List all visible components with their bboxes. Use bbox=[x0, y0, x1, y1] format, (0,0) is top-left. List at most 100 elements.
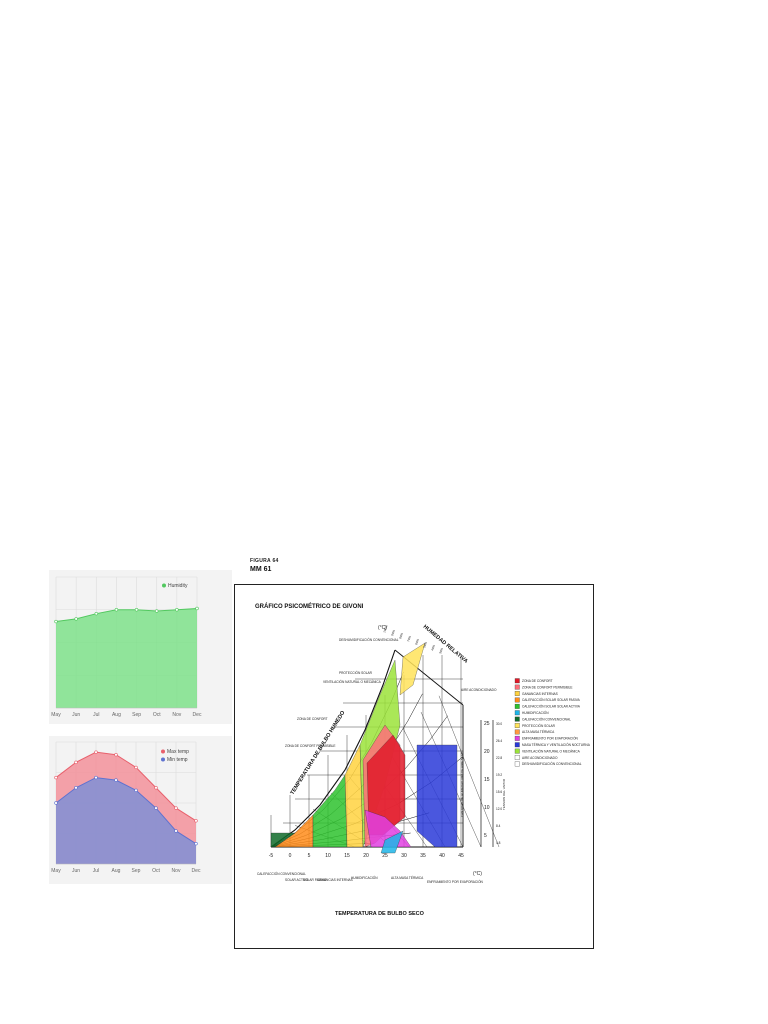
givoni-vapor-axis-label: TENSION DEL VAPOR bbox=[502, 778, 506, 810]
rh-tick-label: 100% bbox=[382, 624, 388, 633]
legend-swatch bbox=[514, 742, 520, 748]
legend-swatch bbox=[514, 716, 520, 722]
data-point bbox=[155, 609, 159, 613]
rh-tick-label: 30% bbox=[438, 647, 444, 654]
legend-label: ENFRIAMIENTO POR EVAPORACIÓN bbox=[522, 736, 579, 741]
annotation-label: ZONA DE CONFORT PERMISIBLE bbox=[285, 744, 336, 748]
vapor-tick-label: 15.6 bbox=[496, 790, 502, 794]
legend-label: CALEFACCIÓN SOLAR SOLAR PASIVA bbox=[522, 697, 581, 702]
legend-swatch bbox=[514, 761, 520, 767]
legend-label: ALTA MASA TÉRMICA bbox=[522, 729, 555, 734]
data-point bbox=[194, 819, 198, 823]
legend-label: Humidity bbox=[168, 583, 188, 589]
right-tick-label: 25 bbox=[484, 721, 490, 727]
legend-label: MASA TÉRMICA Y VENTILACIÓN NOCTURNA bbox=[522, 742, 591, 747]
legend-swatch bbox=[514, 678, 520, 684]
x-tick-label: 25 bbox=[382, 853, 388, 859]
series-area-min-temp bbox=[56, 777, 196, 864]
x-tick-label: Jul bbox=[93, 868, 99, 874]
temperature-chart-panel: May Jun Jul Aug Sep Oct Nov Dec Max temp Min temp bbox=[49, 736, 232, 884]
legend-swatch bbox=[514, 691, 520, 696]
right-tick-label: 15 bbox=[484, 777, 490, 783]
legend-label: Max temp bbox=[167, 749, 189, 755]
x-tick-label: Jun bbox=[72, 712, 80, 718]
givoni-ticks: -5 0 5 10 15 20 25 30 35 40 45 25 20 15 10 5 30.0 26.4 22.… bbox=[269, 624, 503, 859]
humidity-chart-panel: May Jun Jul Aug Sep Oct Nov Dec Humidity bbox=[49, 570, 232, 724]
zone-humidificaci-n bbox=[380, 830, 404, 854]
x-tick-label: Nov bbox=[172, 868, 181, 874]
data-point bbox=[114, 753, 118, 757]
annotation-label: ZONA DE CONFORT bbox=[297, 717, 328, 721]
saturation-curve bbox=[270, 649, 396, 848]
humidity-chart: May Jun Jul Aug Sep Oct Nov Dec Humidity bbox=[51, 576, 202, 718]
legend-swatch bbox=[514, 710, 520, 716]
legend-label: GANANCIAS INTERNAS bbox=[522, 692, 558, 696]
rh-tick-label: 40% bbox=[430, 644, 436, 651]
legend-label: ZONA DE CONFORT bbox=[522, 679, 553, 683]
annotation-label: ALTA MASA TÉRMICA bbox=[391, 875, 424, 880]
givoni-x-axis-label: TEMPERATURA DE BULBO SECO bbox=[335, 911, 425, 917]
data-point bbox=[154, 786, 158, 790]
givoni-diagonal-label: TEMPERATURA DE BULBO HUMEDO bbox=[290, 709, 347, 796]
annotation-label: PROTECCIÓN SOLAR bbox=[339, 670, 373, 675]
data-point bbox=[174, 829, 178, 833]
x-tick-label: May bbox=[51, 868, 61, 874]
vapor-tick-label: 19.2 bbox=[496, 773, 502, 777]
rh-tick-label: 90% bbox=[390, 629, 396, 636]
data-point bbox=[174, 806, 178, 810]
x-tick-label: 35 bbox=[420, 853, 426, 859]
figure-id: MM 61 bbox=[250, 566, 272, 573]
data-point bbox=[54, 775, 58, 780]
vapor-tick-label: 4.8 bbox=[496, 841, 501, 845]
data-point bbox=[154, 806, 158, 810]
series-line-min-temp bbox=[55, 777, 197, 845]
annotation-label: ENFRIAMIENTO POR EVAPORACIÓN bbox=[427, 879, 484, 884]
data-point bbox=[94, 611, 98, 616]
annotation-label: DESHUMIDIFICACIÓN CONVENCIONAL bbox=[339, 637, 399, 642]
vapor-tick-label: 12.0 bbox=[496, 807, 502, 811]
x-tick-label: Dec bbox=[193, 712, 202, 718]
data-point bbox=[74, 617, 78, 621]
annotation-label: HUMIDIFICACIÓN bbox=[351, 875, 378, 880]
rh-tick-label: 80% bbox=[398, 632, 404, 639]
legend-swatch bbox=[514, 723, 520, 728]
zone-protecci-n-solar bbox=[399, 642, 426, 696]
legend-label: DESHUMIDIFICACIÓN CONVENCIONAL bbox=[522, 761, 582, 766]
data-point bbox=[74, 760, 78, 765]
x-tick-label: 20 bbox=[363, 853, 369, 859]
legend-swatch bbox=[514, 755, 520, 760]
vapor-tick-label: 26.4 bbox=[496, 739, 502, 743]
annotation-label: GANANCIAS INTERNAS bbox=[317, 878, 353, 882]
annotation-label: AIRE ACONDICIONADO bbox=[461, 688, 497, 692]
legend-label: Min temp bbox=[167, 757, 188, 763]
temperature-chart: May Jun Jul Aug Sep Oct Nov Dec Max temp Min temp bbox=[51, 741, 201, 874]
givoni-legend: ZONA DE CONFORT ZONA DE CONFORT PERMISIBL… bbox=[514, 678, 591, 767]
x-tick-label: Sep bbox=[132, 712, 141, 718]
legend-swatch bbox=[514, 684, 520, 690]
x-tick-label: 40 bbox=[439, 853, 445, 859]
data-point bbox=[54, 619, 58, 624]
data-point bbox=[114, 608, 119, 612]
legend-label: AIRE ACONDICIONADO bbox=[522, 756, 558, 760]
series-line-max-temp bbox=[55, 751, 197, 822]
legend-swatch bbox=[514, 729, 520, 735]
x-tick-label: 15 bbox=[344, 853, 350, 859]
data-point bbox=[54, 801, 58, 805]
data-point bbox=[195, 606, 199, 611]
givoni-psychrometric-chart: GRÁFICO PSICOMÉTRICO DE GIVONI TEMPERATU… bbox=[255, 602, 591, 917]
x-tick-label: 10 bbox=[325, 853, 331, 859]
x-tick-label: Nov bbox=[172, 712, 181, 718]
givoni-annotations: DESHUMIDIFICACIÓN CONVENCIONAL PROTECCIÓN… bbox=[257, 637, 497, 884]
data-point bbox=[74, 786, 78, 790]
legend-swatch bbox=[161, 749, 165, 754]
data-point bbox=[134, 608, 139, 612]
series-line-humidity bbox=[55, 607, 198, 623]
annotation-label: SOLAR PASIVO bbox=[303, 878, 327, 882]
givoni-zones bbox=[270, 642, 458, 854]
data-point bbox=[114, 778, 118, 782]
givoni-title: GRÁFICO PSICOMÉTRICO DE GIVONI bbox=[255, 602, 364, 610]
zone-calefacci-n-convencional bbox=[270, 832, 296, 848]
data-point bbox=[194, 841, 198, 846]
legend-swatch bbox=[514, 697, 520, 703]
data-point bbox=[134, 765, 138, 770]
